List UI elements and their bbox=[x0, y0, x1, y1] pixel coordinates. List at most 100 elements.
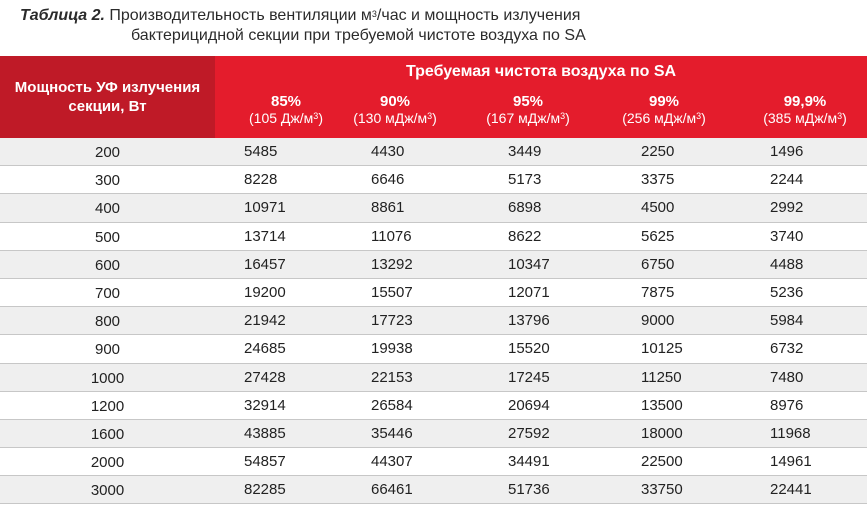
airflow-cell: 35446 bbox=[371, 424, 413, 442]
caption-sup: 3 bbox=[371, 9, 377, 19]
airflow-cell: 51736 bbox=[508, 481, 550, 499]
airflow-cell: 6646 bbox=[371, 171, 405, 189]
airflow-cell: 5236 bbox=[770, 283, 804, 301]
airflow-cell: 3740 bbox=[770, 227, 804, 245]
airflow-cell: 32914 bbox=[244, 396, 286, 414]
airflow-cell: 22441 bbox=[770, 481, 812, 499]
airflow-cell: 22153 bbox=[371, 368, 413, 386]
table-row: 800 21942 17723 13796 9000 5984 bbox=[0, 307, 867, 336]
uv-power-cell: 700 bbox=[94, 284, 121, 302]
airflow-cell: 4430 bbox=[371, 143, 405, 160]
uv-power-cell: 200 bbox=[94, 144, 121, 161]
airflow-cell: 5173 bbox=[508, 171, 542, 189]
airflow-cell: 4488 bbox=[770, 255, 804, 273]
purity-percent: 99% bbox=[648, 93, 680, 110]
uv-power-cell: 400 bbox=[94, 200, 121, 218]
airflow-cell: 17723 bbox=[371, 312, 413, 330]
purity-energy: (385 мДж/м3) bbox=[763, 110, 847, 126]
airflow-cell: 33750 bbox=[641, 481, 683, 499]
airflow-cell: 8861 bbox=[371, 199, 405, 217]
airflow-cell: 2992 bbox=[770, 199, 804, 217]
airflow-cell: 11076 bbox=[371, 227, 412, 245]
airflow-cell: 22500 bbox=[641, 453, 683, 471]
table-body: 200 5485 4430 3449 2250 1496 300 8228 6646 5173 33… bbox=[0, 138, 867, 505]
purity-percent: 95% bbox=[512, 93, 544, 110]
airflow-cell: 3375 bbox=[641, 171, 675, 189]
table-row: 1000 27428 22153 17245 11250 7480 bbox=[0, 363, 867, 392]
airflow-cell: 10125 bbox=[641, 340, 683, 358]
airflow-cell: 82285 bbox=[244, 481, 286, 499]
airflow-cell: 21942 bbox=[244, 312, 286, 330]
airflow-cell: 19938 bbox=[371, 340, 413, 358]
purity-percent: 90% bbox=[379, 93, 411, 110]
table-row: 200 5485 4430 3449 2250 1496 bbox=[0, 138, 867, 167]
airflow-cell: 44307 bbox=[371, 453, 413, 471]
uv-power-cell: 800 bbox=[94, 313, 121, 331]
airflow-cell: 4500 bbox=[641, 199, 675, 217]
airflow-cell: 5485 bbox=[244, 143, 278, 160]
airflow-cell: 15520 bbox=[508, 340, 550, 358]
caption-lead: Таблица 2. bbox=[20, 7, 105, 24]
header-purity-4: 99,9% (385 мДж/м3) bbox=[735, 93, 867, 127]
table-row: 1200 32914 26584 20694 13500 8976 bbox=[0, 392, 867, 420]
header-purity-2: 95% (167 мДж/м3) bbox=[458, 93, 598, 127]
airflow-cell: 5625 bbox=[641, 227, 675, 245]
table-row: 500 13714 11076 8622 5625 3740 bbox=[0, 223, 867, 251]
airflow-cell: 8976 bbox=[770, 396, 804, 414]
airflow-cell: 27428 bbox=[244, 368, 286, 386]
airflow-cell: 16457 bbox=[244, 255, 286, 273]
caption-line-1: Таблица 2. Производительность вентиляции… bbox=[20, 6, 860, 26]
airflow-cell: 11250 bbox=[641, 368, 682, 386]
airflow-cell: 6898 bbox=[508, 199, 542, 217]
airflow-cell: 20694 bbox=[508, 396, 550, 414]
airflow-cell: 1496 bbox=[770, 143, 804, 160]
uv-power-cell: 600 bbox=[94, 256, 121, 274]
airflow-cell: 66461 bbox=[371, 481, 413, 499]
airflow-cell: 13714 bbox=[244, 227, 286, 245]
airflow-cell: 12071 bbox=[508, 283, 550, 301]
airflow-cell: 26584 bbox=[371, 396, 413, 414]
table-row: 1600 43885 35446 27592 18000 11968 bbox=[0, 419, 867, 449]
purity-energy: (130 мДж/м3) bbox=[353, 110, 437, 126]
uv-power-cell: 2000 bbox=[90, 454, 125, 472]
purity-energy: (167 мДж/м3) bbox=[486, 110, 570, 126]
uv-power-cell: 500 bbox=[94, 228, 121, 246]
airflow-cell: 5984 bbox=[770, 312, 804, 330]
table-row: 3000 82285 66461 51736 33750 22441 bbox=[0, 476, 867, 505]
uv-power-cell: 1200 bbox=[90, 397, 125, 415]
table-row: 900 24685 19938 15520 10125 6732 bbox=[0, 335, 867, 364]
ventilation-table: Мощность УФ излучения секции, Вт Требуем… bbox=[0, 56, 867, 505]
purity-energy: (105 Дж/м3) bbox=[249, 110, 323, 126]
header-purity-0: 85% (105 Дж/м3) bbox=[216, 93, 356, 127]
airflow-cell: 15507 bbox=[371, 283, 413, 301]
caption-text: Производительность вентиляции м bbox=[104, 7, 372, 24]
caption-line-2: бактерицидной секции при требуемой чисто… bbox=[131, 27, 586, 44]
table-caption: Таблица 2. Производительность вентиляции… bbox=[20, 6, 860, 46]
airflow-cell: 6732 bbox=[770, 340, 804, 358]
table-row: 600 16457 13292 10347 6750 4488 bbox=[0, 250, 867, 279]
uv-power-cell: 1000 bbox=[90, 369, 125, 387]
uv-power-cell: 300 bbox=[94, 172, 121, 190]
header-purity-3: 99% (256 мДж/м3) bbox=[594, 93, 734, 127]
airflow-cell: 18000 bbox=[641, 424, 683, 442]
airflow-cell: 43885 bbox=[244, 424, 286, 442]
airflow-cell: 8228 bbox=[244, 171, 278, 189]
uv-power-cell: 900 bbox=[94, 341, 121, 359]
airflow-cell: 13292 bbox=[371, 255, 413, 273]
airflow-cell: 19200 bbox=[244, 283, 286, 301]
airflow-cell: 2244 bbox=[770, 171, 804, 189]
table-row: 300 8228 6646 5173 3375 2244 bbox=[0, 166, 867, 195]
airflow-cell: 7480 bbox=[770, 368, 804, 386]
header-purity-1: 90% (130 мДж/м3) bbox=[325, 93, 465, 127]
purity-energy: (256 мДж/м3) bbox=[622, 110, 706, 126]
airflow-cell: 13796 bbox=[508, 312, 550, 330]
airflow-cell: 11968 bbox=[770, 424, 811, 442]
airflow-cell: 14961 bbox=[770, 453, 812, 471]
table-header: Мощность УФ излучения секции, Вт Требуем… bbox=[0, 56, 867, 138]
airflow-cell: 3449 bbox=[508, 143, 542, 160]
airflow-cell: 10971 bbox=[244, 199, 286, 217]
uv-power-cell: 1600 bbox=[90, 425, 125, 443]
airflow-cell: 2250 bbox=[641, 143, 675, 160]
airflow-cell: 34491 bbox=[508, 453, 550, 471]
airflow-cell: 8622 bbox=[508, 227, 542, 245]
